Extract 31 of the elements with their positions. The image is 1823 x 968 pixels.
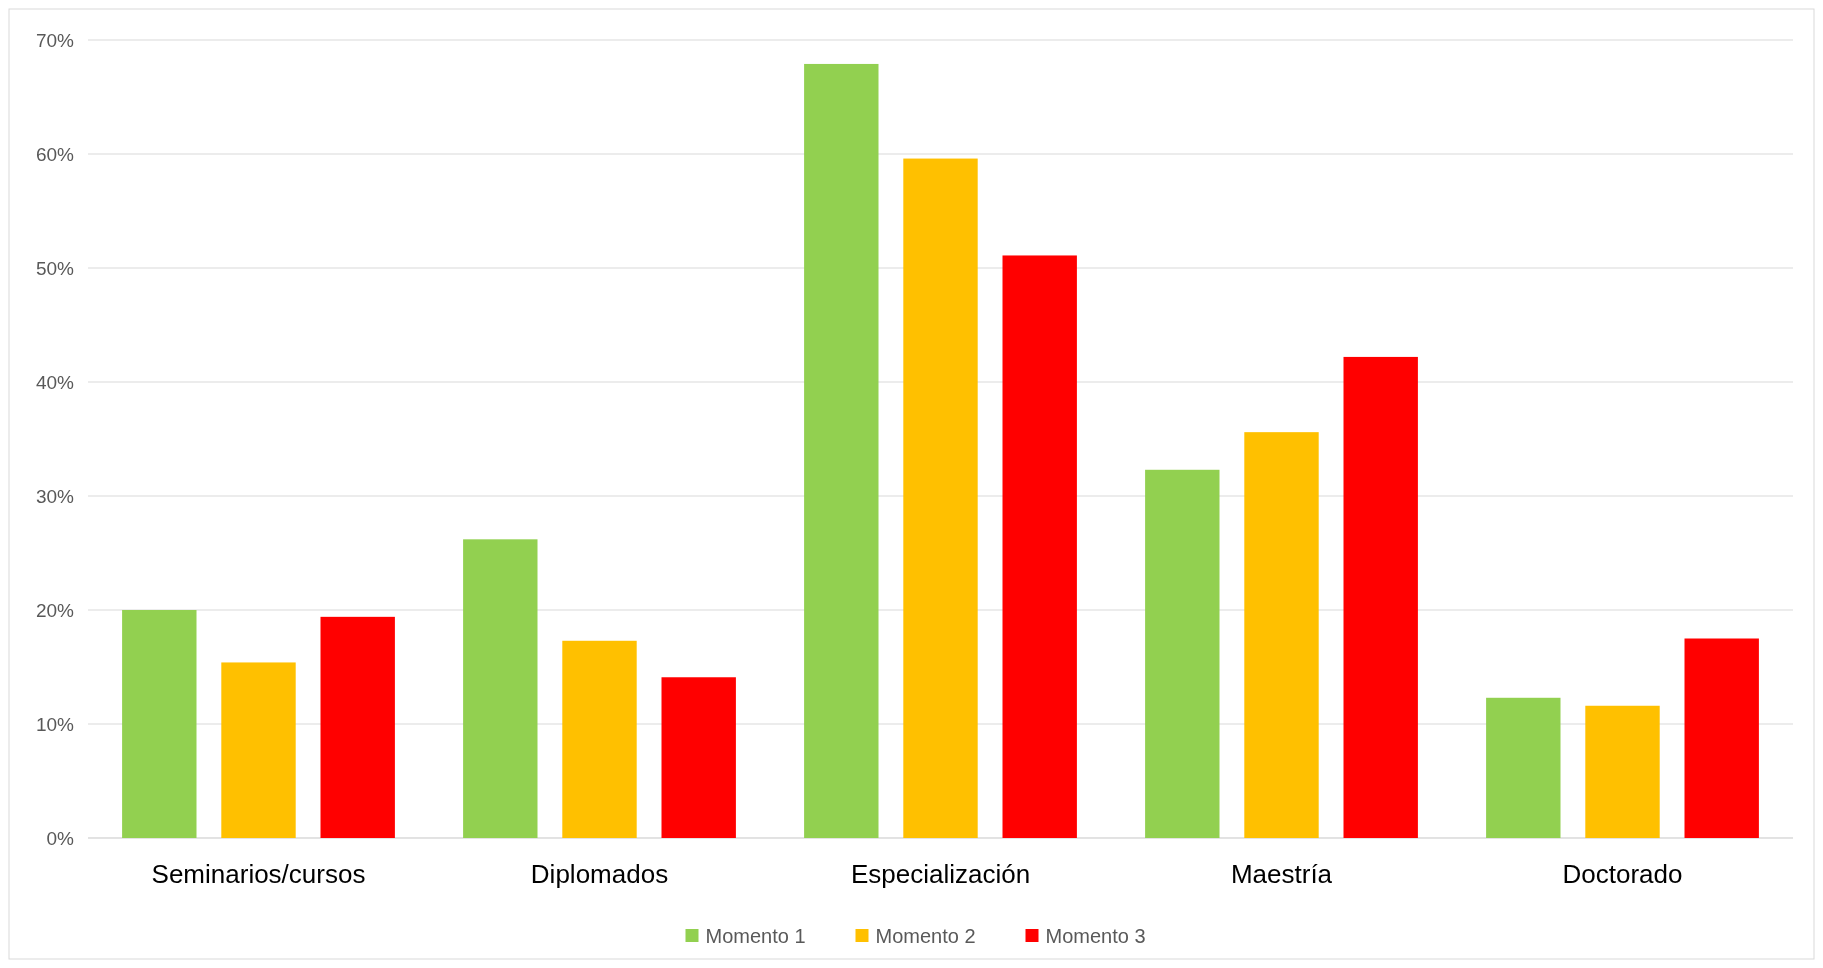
bar (1585, 705, 1660, 838)
x-tick-label: Seminarios/cursos (151, 859, 366, 889)
y-tick-label: 40% (35, 371, 75, 393)
bar (1244, 432, 1319, 838)
y-tick-label: 70% (35, 29, 75, 51)
y-tick-label: 30% (35, 485, 75, 507)
legend-label: Momento 3 (1045, 925, 1146, 947)
x-tick-label: Maestría (1230, 859, 1333, 889)
bar (1343, 356, 1418, 838)
bar (661, 677, 736, 838)
bar (1002, 255, 1077, 838)
legend-label: Momento 2 (875, 925, 976, 947)
y-tick-label: 10% (35, 713, 75, 735)
bar (1145, 469, 1220, 838)
y-tick-label: 50% (35, 257, 75, 279)
y-tick-label: 60% (35, 143, 75, 165)
bar (903, 158, 978, 838)
bar (804, 63, 879, 838)
y-tick-label: 0% (46, 827, 75, 849)
x-tick-label: Doctorado (1562, 859, 1683, 889)
bar (221, 662, 296, 838)
bar (1684, 638, 1759, 838)
bar (320, 616, 395, 838)
y-tick-label: 20% (35, 599, 75, 621)
legend-label: Momento 1 (705, 925, 806, 947)
bar (463, 539, 538, 838)
x-tick-label: Diplomados (530, 859, 669, 889)
bar (562, 640, 637, 838)
x-tick-label: Especialización (850, 859, 1031, 889)
bar (122, 610, 197, 838)
bar (1486, 697, 1561, 838)
